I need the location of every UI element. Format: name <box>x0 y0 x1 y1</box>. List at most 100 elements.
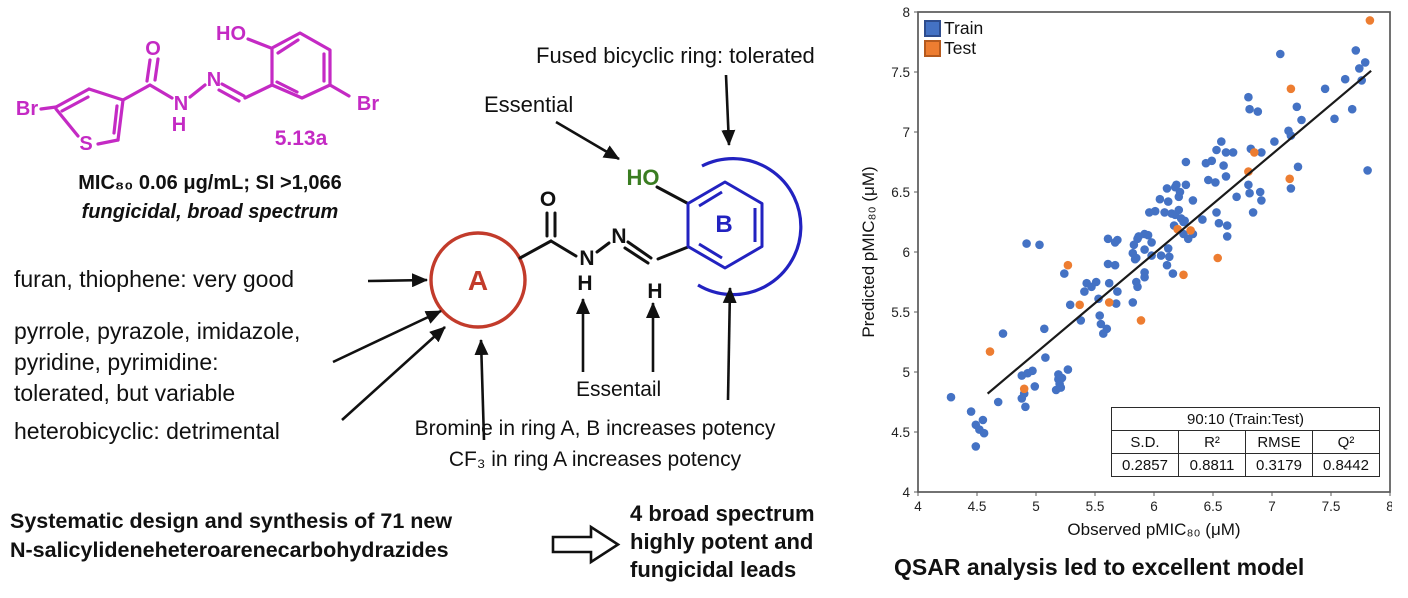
train-point <box>1257 148 1266 157</box>
train-point <box>1150 206 1160 216</box>
test-point <box>1213 253 1222 263</box>
train-point <box>1095 311 1104 320</box>
train-point <box>1030 382 1040 391</box>
train-point <box>1102 324 1112 334</box>
y-tick-label: 4 <box>902 485 910 500</box>
train-point <box>1168 269 1178 278</box>
sar-atom-h2: H <box>647 280 662 303</box>
annotation-essential-linker: Essentail <box>576 378 662 401</box>
ring-b-arc <box>697 157 803 297</box>
train-point <box>1363 166 1372 175</box>
test-point <box>1136 316 1146 325</box>
train-point <box>946 392 956 402</box>
train-point <box>1188 196 1198 205</box>
train-point <box>1128 298 1138 307</box>
linker-atom-labels: O N H N H HO <box>540 165 663 303</box>
sar-atom-n2: N <box>611 225 626 248</box>
y-tick-label: 8 <box>902 5 910 20</box>
train-point <box>1320 84 1330 94</box>
sar-arrows <box>332 74 737 441</box>
legend-label-train: Train <box>944 18 983 38</box>
train-point <box>998 329 1008 338</box>
train-point <box>1103 259 1113 269</box>
test-point <box>1075 300 1084 310</box>
train-point <box>1104 278 1114 288</box>
stats-table-title: 90:10 (Train:Test) <box>1111 407 1380 431</box>
y-tick-label: 6.5 <box>891 185 910 200</box>
train-point <box>1022 239 1031 248</box>
sar-atom-n1: N <box>579 247 594 270</box>
train-point <box>979 428 989 438</box>
train-point <box>1133 282 1142 292</box>
train-point <box>1160 208 1169 217</box>
train-point <box>1065 300 1075 310</box>
train-point <box>1292 102 1302 112</box>
train-point <box>1163 244 1173 253</box>
summary-outcome: 4 broad spectrum highly potent and fungi… <box>630 501 815 582</box>
x-tick-label: 6 <box>1150 499 1158 514</box>
test-point <box>1286 84 1296 94</box>
test-point <box>1063 260 1073 270</box>
train-point <box>1162 184 1172 193</box>
train-point <box>1211 178 1220 187</box>
train-point <box>1021 402 1030 412</box>
train-point <box>1134 232 1143 241</box>
test-point <box>1019 384 1029 394</box>
ring-a-circle <box>429 231 527 329</box>
train-point <box>1207 156 1217 166</box>
train-point <box>1204 175 1213 185</box>
legend-swatch-test <box>924 40 941 57</box>
train-point <box>1212 208 1221 217</box>
atom-n1: N <box>174 93 188 115</box>
x-tick-label: 7 <box>1268 499 1276 514</box>
y-tick-label: 5 <box>902 365 910 380</box>
annotation-essential-oh: Essential <box>484 92 574 117</box>
test-point <box>1365 16 1375 25</box>
train-point <box>1113 287 1122 296</box>
train-point <box>1111 299 1121 308</box>
train-point <box>1155 194 1165 204</box>
train-point <box>1222 232 1232 241</box>
train-point <box>1143 230 1153 240</box>
train-point <box>1330 114 1339 124</box>
arrow-ring-b-bottom <box>722 287 737 401</box>
train-point <box>1297 115 1306 125</box>
train-point <box>1347 104 1357 114</box>
train-point <box>1181 180 1191 190</box>
summary-design: Systematic design and synthesis of 71 ne… <box>10 509 453 562</box>
test-point <box>1186 226 1195 235</box>
train-point <box>1244 180 1253 190</box>
x-tick-label: 5 <box>1032 499 1040 514</box>
y-axis-title: Predicted pMIC₈₀ (μM) <box>859 166 878 337</box>
chart-caption: QSAR analysis led to excellent model <box>894 554 1305 580</box>
x-tick-label: 6.5 <box>1204 499 1223 514</box>
arrow-heterobicyclic <box>341 326 446 421</box>
stats-col-sd: S.D. <box>1111 430 1179 454</box>
y-tick-label: 6 <box>902 245 910 260</box>
train-point <box>1221 172 1231 181</box>
mic-line: MIC₈₀ 0.06 μg/mL; SI >1,066 <box>78 172 342 194</box>
train-point <box>1129 240 1139 250</box>
x-tick-label: 7.5 <box>1322 499 1341 514</box>
ring-a-label: A <box>468 265 488 296</box>
train-point <box>1174 205 1184 215</box>
atom-n2: N <box>207 69 221 91</box>
train-point <box>1270 137 1279 146</box>
annotation-heterobicyclic: heterobicyclic: detrimental <box>14 418 280 444</box>
train-point <box>1244 92 1253 102</box>
atom-br-left: Br <box>16 98 38 120</box>
train-point <box>1245 188 1254 198</box>
lead-atom-labels: Br S O N H N HO Br 5.13a <box>16 23 379 155</box>
stats-val-sd: 0.2857 <box>1111 453 1179 477</box>
test-point <box>1244 167 1253 176</box>
train-point <box>1056 383 1066 392</box>
train-point <box>1360 58 1370 67</box>
test-point <box>1250 148 1259 157</box>
stats-val-q2: 0.8442 <box>1312 453 1380 477</box>
test-point <box>1179 270 1188 280</box>
train-point <box>1165 252 1174 262</box>
train-point <box>966 407 976 416</box>
train-point <box>1257 196 1266 205</box>
sar-atom-h1: H <box>577 272 592 295</box>
